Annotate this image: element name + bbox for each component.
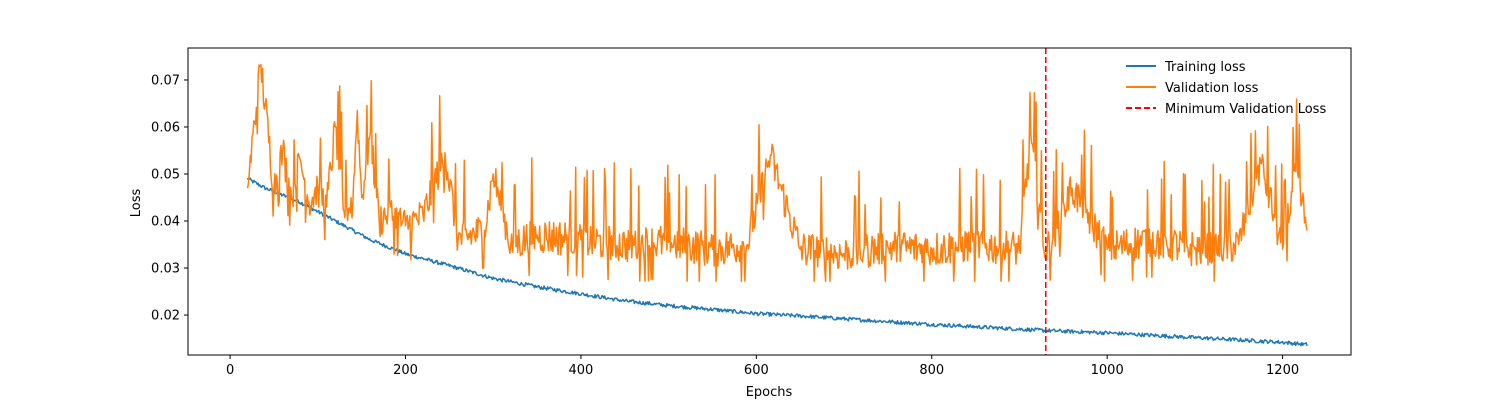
- legend-entry-minimum-validation-loss-label: Minimum Validation Loss: [1165, 102, 1326, 117]
- legend: Training loss Validation loss Minimum Vali…: [1126, 60, 1326, 117]
- y-axis-ticks: 0.02 0.03 0.04 0.05 0.06 0.07: [151, 73, 188, 324]
- x-axis-label: Epochs: [746, 385, 793, 400]
- plot-frame: [187, 47, 1352, 356]
- y-tick-label: 0.05: [151, 167, 180, 182]
- y-axis-label: Loss: [129, 189, 144, 218]
- series-layer: [246, 63, 1308, 347]
- y-tick-label: 0.02: [151, 309, 180, 324]
- legend-entry-training-loss-label: Training loss: [1164, 60, 1246, 75]
- x-tick-label: 0: [226, 363, 234, 378]
- series-line-training-loss: [246, 177, 1308, 347]
- x-axis-ticks: 0 200 400 600 800 1000 1200: [226, 355, 1299, 378]
- x-tick-label: 200: [393, 363, 418, 378]
- legend-entry-validation-loss-label: Validation loss: [1165, 81, 1259, 96]
- y-tick-label: 0.04: [151, 215, 180, 230]
- x-tick-label: 800: [919, 363, 944, 378]
- y-tick-label: 0.06: [151, 120, 180, 135]
- x-tick-label: 1200: [1266, 363, 1299, 378]
- y-tick-label: 0.07: [151, 73, 180, 88]
- series-line-validation-loss: [246, 63, 1308, 282]
- y-tick-label: 0.03: [151, 262, 180, 277]
- x-tick-label: 1000: [1091, 363, 1124, 378]
- x-tick-label: 600: [744, 363, 769, 378]
- x-tick-label: 400: [569, 363, 594, 378]
